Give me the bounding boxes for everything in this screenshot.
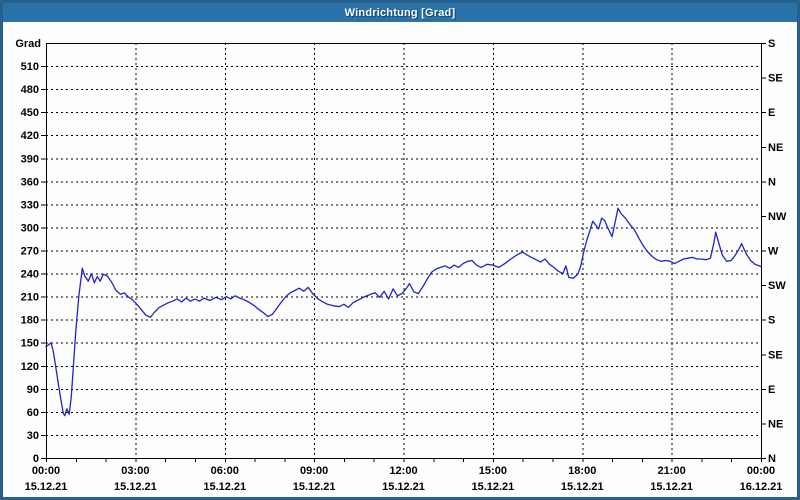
y-left-tick-label: 330	[21, 199, 39, 211]
y-left-tick-label: 0	[33, 453, 39, 465]
titlebar: Windrichtung [Grad]	[3, 3, 797, 22]
y-left-tick-label: 270	[21, 246, 39, 258]
y-right-tick-label: N	[768, 176, 776, 188]
y-right-tick-label: W	[768, 246, 779, 258]
y-right-tick-label: NE	[768, 418, 783, 430]
y-left-tick-label: 420	[21, 130, 39, 142]
y-left-tick-label: 60	[27, 407, 39, 419]
y-right-tick-label: SE	[768, 349, 783, 361]
y-right-tick-label: NE	[768, 142, 783, 154]
y-left-tick-label: 120	[21, 361, 39, 373]
x-time-label: 12:00	[389, 465, 417, 477]
x-date-label: 15.12.21	[650, 481, 693, 493]
x-date-label: 15.12.21	[471, 481, 514, 493]
x-date-label: 15.12.21	[561, 481, 604, 493]
wind-direction-chart: Grad 0 30 60 90 120 150 180 210 240 270 300 330 360 39…	[15, 38, 787, 493]
x-date-label: 15.12.21	[382, 481, 425, 493]
plot-border	[46, 43, 762, 459]
y-right-tick-label: N	[768, 453, 776, 465]
x-time-label: 21:00	[658, 465, 686, 477]
x-time-label: 00:00	[32, 465, 60, 477]
y-left-tick-label: 360	[21, 176, 39, 188]
y-right-tick-label: NW	[768, 211, 787, 223]
y-left-tick-label: 480	[21, 84, 39, 96]
y-right-tick-label: S	[768, 38, 775, 50]
x-date-label: 15.12.21	[25, 481, 68, 493]
x-date-label: 15.12.21	[293, 481, 336, 493]
x-time-label: 00:00	[747, 465, 775, 477]
series-line-windrichtung	[45, 207, 762, 417]
x-time-label: 09:00	[300, 465, 328, 477]
y-right-tick-label: SW	[768, 280, 786, 292]
x-time-label: 15:00	[479, 465, 507, 477]
y-left-tick-label: 240	[21, 269, 39, 281]
y-left-tick-label: 90	[27, 384, 39, 396]
x-time-label: 18:00	[568, 465, 596, 477]
y-left-tick-label: 210	[21, 292, 39, 304]
x-date-label: 16.12.21	[740, 481, 783, 493]
x-date-label: 15.12.21	[114, 481, 157, 493]
axis-ticks	[41, 43, 766, 462]
axis-labels: Grad 0 30 60 90 120 150 180 210 240 270 300 330 360 39…	[15, 38, 787, 493]
y-right-tick-label: E	[768, 107, 775, 119]
y-axis-unit-label: Grad	[15, 38, 41, 50]
grid-lines	[46, 43, 761, 458]
y-left-tick-label: 510	[21, 61, 39, 73]
y-left-tick-label: 300	[21, 222, 39, 234]
y-right-tick-label: E	[768, 384, 775, 396]
y-left-tick-label: 150	[21, 338, 39, 350]
x-date-label: 15.12.21	[203, 481, 246, 493]
y-left-tick-label: 30	[27, 430, 39, 442]
x-time-label: 03:00	[121, 465, 149, 477]
y-left-tick-label: 180	[21, 315, 39, 327]
window-title: Windrichtung [Grad]	[344, 6, 456, 19]
y-left-tick-label: 450	[21, 107, 39, 119]
y-left-tick-label: 390	[21, 153, 39, 165]
y-right-tick-label: S	[768, 315, 775, 327]
y-right-tick-label: SE	[768, 73, 783, 85]
x-time-label: 06:00	[211, 465, 239, 477]
